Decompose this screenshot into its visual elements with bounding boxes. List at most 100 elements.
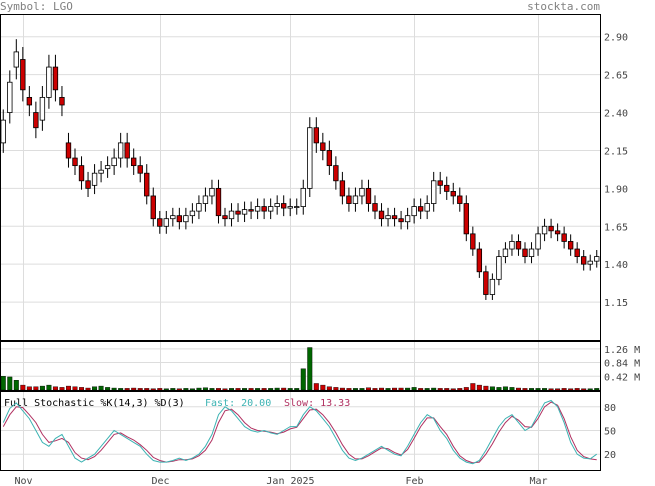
symbol-label: Symbol: LGO xyxy=(0,0,73,13)
volume-bar xyxy=(235,388,241,391)
volume-bar xyxy=(72,386,78,391)
candle-body xyxy=(404,215,411,223)
price-y-tick-label: 2.90 xyxy=(604,33,628,44)
candle-body xyxy=(483,271,489,295)
candle-body xyxy=(85,180,91,189)
volume-bar xyxy=(300,368,306,391)
price-frame xyxy=(0,14,601,341)
volume-bar xyxy=(568,388,574,391)
x-tick-label: Nov xyxy=(14,476,32,486)
candle-body xyxy=(72,157,78,167)
candle-body xyxy=(281,203,287,209)
volume-bar xyxy=(39,385,45,391)
candle-body xyxy=(235,210,241,215)
candle-body xyxy=(189,210,196,217)
volume-bar xyxy=(248,388,254,391)
candle-body xyxy=(267,206,274,212)
stochastic-slow-label: Slow: 13.33 xyxy=(284,398,350,409)
y-axes: 2.90 2.65 2.40 2.15 1.90 1.65 1.40 1.15 1.26 M 0.… xyxy=(604,33,640,461)
volume-bar xyxy=(313,383,319,391)
price-y-tick-label: 1.15 xyxy=(604,298,628,309)
volume-bar xyxy=(111,387,117,391)
volume-bar xyxy=(385,388,391,391)
volume-bar xyxy=(359,388,365,391)
candle-body xyxy=(117,142,124,159)
volume-bar xyxy=(307,347,313,391)
candle-body xyxy=(46,66,52,98)
volume-bar xyxy=(20,384,26,391)
price-y-tick-label: 2.40 xyxy=(604,109,628,120)
candle-body xyxy=(346,195,352,204)
candle-body xyxy=(398,218,404,223)
candle-body xyxy=(339,180,346,197)
volume-bar xyxy=(163,388,169,391)
candle-body xyxy=(444,184,450,192)
candle-body xyxy=(274,203,280,207)
volume-bar xyxy=(79,387,85,391)
volume-bar xyxy=(59,387,65,391)
volume-bar xyxy=(268,388,274,391)
candle-body xyxy=(20,59,26,91)
volume-bar xyxy=(444,388,450,391)
candle-body xyxy=(215,187,222,217)
volume-bar xyxy=(405,387,411,391)
candle-body xyxy=(581,256,587,265)
candle-body xyxy=(470,233,476,250)
volume-bar xyxy=(587,388,593,391)
volume-bar xyxy=(118,388,124,391)
candle-body xyxy=(417,206,424,212)
volume-bar xyxy=(555,388,561,391)
volume-bar xyxy=(346,388,352,391)
stochastic-y-tick-label: 20 xyxy=(604,450,616,461)
volume-bar xyxy=(215,388,221,391)
candle-body xyxy=(157,218,163,227)
volume-bar xyxy=(98,385,104,391)
volume-bar xyxy=(515,387,521,391)
candle-body xyxy=(111,157,117,167)
volume-bar xyxy=(294,388,300,391)
volume-bar xyxy=(202,387,208,391)
volume-bar xyxy=(281,387,287,391)
candle-body xyxy=(450,191,456,197)
volume-bar xyxy=(320,384,326,391)
candle-body xyxy=(209,187,215,197)
candle-body xyxy=(7,81,13,113)
volume-bar xyxy=(287,388,293,391)
volume-bar xyxy=(392,387,398,391)
candle-body xyxy=(515,241,522,250)
candle-body xyxy=(176,215,183,223)
candle-body xyxy=(411,206,417,217)
candle-body xyxy=(541,225,548,235)
candle-body xyxy=(248,209,254,212)
candle-body xyxy=(509,241,515,250)
volume-bar xyxy=(137,388,143,391)
candle-body xyxy=(170,215,176,220)
volume-bar xyxy=(222,388,228,391)
candle-body xyxy=(33,112,39,129)
candle-body xyxy=(333,165,339,182)
candle-body xyxy=(26,96,33,106)
volume-bar xyxy=(424,388,430,391)
price-y-tick-label: 1.90 xyxy=(604,184,628,195)
volume-bar xyxy=(333,387,339,391)
candle-body xyxy=(372,203,378,212)
volume-bar xyxy=(242,388,248,391)
candle-body xyxy=(196,203,202,212)
candle-body xyxy=(104,165,111,170)
candle-body xyxy=(137,165,143,174)
brand-label[interactable]: stockta.com xyxy=(527,0,600,13)
volume-bar xyxy=(85,387,91,391)
volume-bar xyxy=(209,388,215,391)
candle-body xyxy=(359,187,365,197)
candle-body xyxy=(326,150,333,167)
volume-bar xyxy=(150,388,156,391)
volume-bar xyxy=(157,388,163,391)
volume-bar xyxy=(144,388,150,391)
candle-body xyxy=(528,248,535,258)
volume-bar xyxy=(372,388,378,391)
stochastic-title: Full Stochastic %K(14,3) %D(3) xyxy=(4,398,185,409)
volume-bar xyxy=(261,388,267,391)
volume-bar xyxy=(509,387,515,391)
volume-y-tick-label: 1.26 M xyxy=(604,345,640,356)
